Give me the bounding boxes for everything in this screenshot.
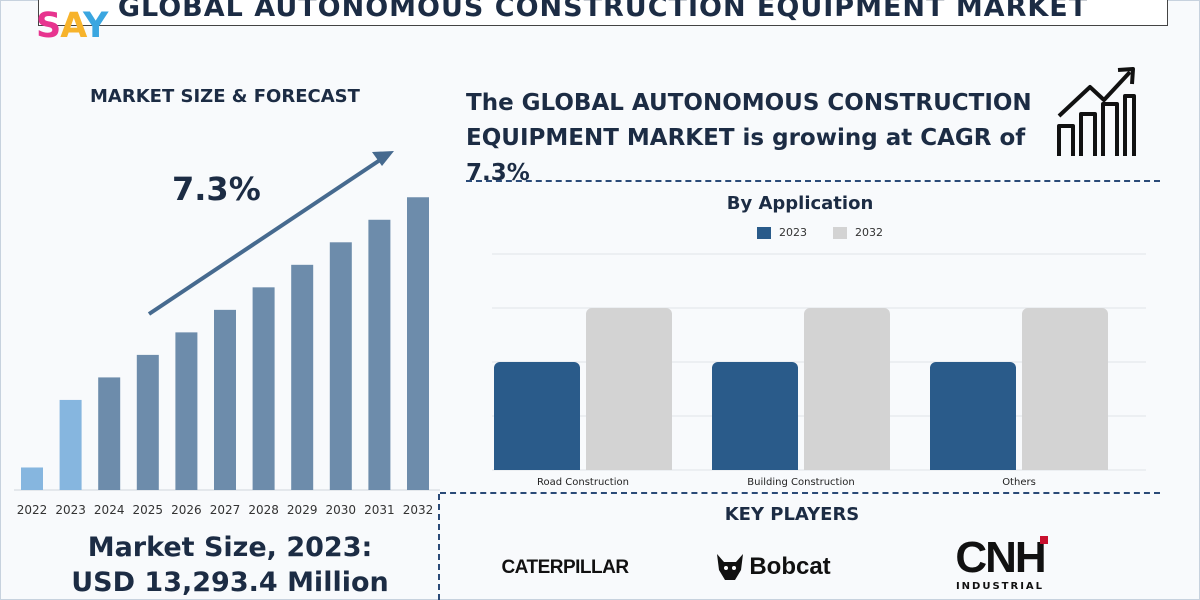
forecast-tick-2030: 2030 [326, 503, 357, 517]
forecast-bar-2032 [407, 197, 429, 490]
forecast-bar-2023 [59, 399, 82, 490]
title-banner: GLOBAL AUTONOMOUS CONSTRUCTION EQUIPMENT… [38, 0, 1168, 26]
headline-text: The GLOBAL AUTONOMOUS CONSTRUCTION EQUIP… [466, 90, 1032, 186]
market-forecast-chart: 2022 2023 2024 2025 2026 2027 2028 2029 2030 2031… [14, 151, 440, 517]
application-legend: 2023 2032 [757, 226, 883, 239]
forecast-tick-2023: 2023 [55, 503, 86, 517]
bobcat-logo: Bobcat [714, 548, 832, 586]
application-bar-base-2023-2 [930, 462, 1016, 470]
cnh-subtext: INDUSTRIAL [955, 581, 1045, 592]
logo-letter-y: Y [82, 6, 108, 46]
logo-letter-a: A [60, 6, 84, 46]
say-logo: SAY [36, 6, 108, 46]
forecast-bar-2022 [21, 467, 43, 490]
application-tick-1: Building Construction [747, 477, 854, 488]
application-bar-base-2023-1 [712, 462, 798, 470]
forecast-bar-2030 [329, 242, 352, 490]
forecast-tick-2029: 2029 [287, 503, 318, 517]
market-size-text: Market Size, 2023: USD 13,293.4 Million [30, 530, 430, 600]
application-tick-0: Road Construction [537, 477, 629, 488]
growth-arrow-head [372, 151, 394, 166]
forecast-tick-2026: 2026 [171, 503, 202, 517]
forecast-bar-2027 [214, 309, 236, 490]
forecast-bar-2024 [98, 377, 121, 490]
cnh-name: CNH [955, 533, 1046, 582]
legend-label-2023: 2023 [779, 226, 807, 239]
application-bar-2032-1 [804, 308, 890, 470]
application-bar-2032-0 [586, 308, 672, 470]
forecast-bar-2025 [136, 354, 159, 490]
application-bar-base-2032-0 [586, 462, 672, 470]
forecast-tick-2025: 2025 [133, 503, 164, 517]
forecast-tick-2028: 2028 [248, 503, 279, 517]
caterpillar-logo: CATERPILLAR [501, 552, 629, 584]
legend-item-2032: 2032 [833, 226, 883, 239]
cnh-logo: CNH INDUSTRIAL [946, 534, 1054, 596]
application-bar-base-2032-2 [1022, 462, 1108, 470]
legend-swatch-2032 [833, 226, 847, 239]
bobcat-cat-icon [717, 554, 744, 580]
application-bar-2032-2 [1022, 308, 1108, 470]
market-size-line2: USD 13,293.4 Million [71, 567, 389, 598]
forecast-tick-2032: 2032 [403, 503, 434, 517]
application-bar-2023-2 [930, 362, 1016, 470]
growth-chart-icon [1057, 67, 1136, 156]
market-size-line1: Market Size, 2023: [87, 532, 373, 563]
cnh-red-accent [1040, 536, 1048, 544]
legend-label-2032: 2032 [855, 226, 883, 239]
forecast-heading: MARKET SIZE & FORECAST [90, 86, 360, 107]
caterpillar-name: CATERPILLAR [501, 557, 629, 578]
forecast-tick-2022: 2022 [17, 503, 48, 517]
forecast-bar-2031 [368, 219, 391, 490]
forecast-bar-2028 [252, 287, 275, 490]
application-bar-2023-0 [494, 362, 580, 470]
forecast-tick-2031: 2031 [364, 503, 395, 517]
key-players-heading: KEY PLAYERS [724, 504, 860, 525]
bobcat-name: Bobcat [749, 553, 831, 580]
divider-top [466, 180, 1160, 182]
forecast-bar-2026 [175, 332, 198, 490]
application-chart: Road Construction Building Construction Ot… [492, 253, 1146, 488]
forecast-tick-2027: 2027 [210, 503, 241, 517]
forecast-tick-2024: 2024 [94, 503, 125, 517]
logo-letter-s: S [36, 6, 61, 46]
forecast-bar-2029 [291, 264, 314, 490]
application-bar-2023-1 [712, 362, 798, 470]
application-tick-2: Others [1002, 477, 1036, 488]
application-bar-base-2032-1 [804, 462, 890, 470]
growth-arrow [147, 158, 382, 316]
legend-swatch-2023 [757, 226, 771, 239]
divider-vertical [438, 494, 440, 600]
application-bar-base-2023-0 [494, 462, 580, 470]
page-title: GLOBAL AUTONOMOUS CONSTRUCTION EQUIPMENT… [117, 0, 1089, 23]
divider-bottom [440, 492, 1160, 494]
cagr-label: 7.3% [172, 170, 261, 208]
application-chart-title: By Application [726, 193, 874, 214]
legend-item-2023: 2023 [757, 226, 807, 239]
